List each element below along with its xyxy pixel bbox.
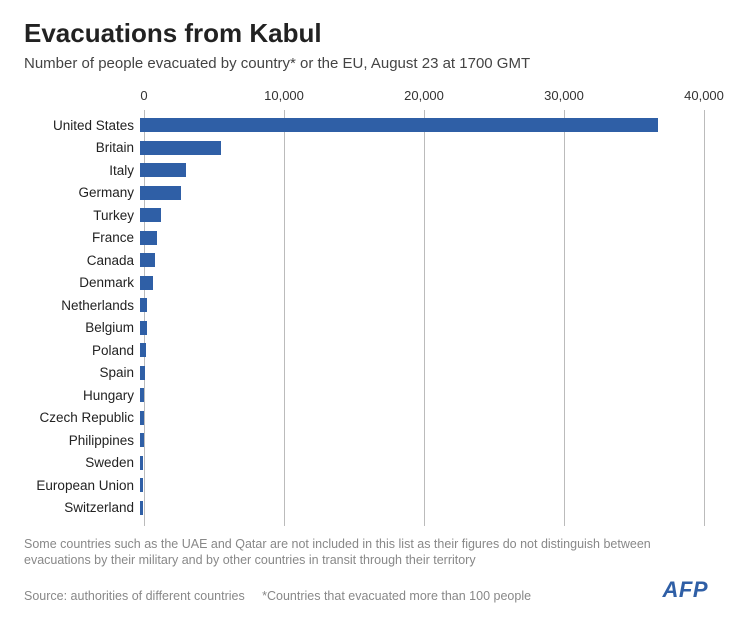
country-label: Switzerland [24,500,140,515]
country-label: Czech Republic [24,410,140,425]
x-tick-label: 20,000 [404,88,444,103]
bar-cell [140,452,700,475]
bar [140,411,144,425]
bar-cell [140,339,700,362]
bar-row: Britain [24,137,712,160]
bar-cell [140,114,700,137]
bar-row: European Union [24,474,712,497]
x-tick-label: 30,000 [544,88,584,103]
bar-cell [140,474,700,497]
x-tick-label: 10,000 [264,88,304,103]
chart-area: 010,00020,00030,00040,000 United StatesB… [24,86,712,526]
bar-cell [140,294,700,317]
bar-row: Hungary [24,384,712,407]
bar [140,163,186,177]
country-label: Belgium [24,320,140,335]
country-label: Italy [24,163,140,178]
bar [140,456,143,470]
bar-row: Poland [24,339,712,362]
footnote-text: Some countries such as the UAE and Qatar… [24,536,712,569]
bar-row: Denmark [24,272,712,295]
country-label: United States [24,118,140,133]
bar-cell [140,407,700,430]
bar-row: Turkey [24,204,712,227]
bar [140,478,143,492]
bar-row: Switzerland [24,497,712,520]
bar-cell [140,429,700,452]
bar-cell [140,227,700,250]
chart-title: Evacuations from Kabul [24,18,712,49]
country-label: Britain [24,140,140,155]
x-tick-label: 0 [140,88,147,103]
bar [140,366,145,380]
country-label: Germany [24,185,140,200]
bar [140,276,153,290]
bar-cell [140,272,700,295]
bar-cell [140,204,700,227]
bar-row: Sweden [24,452,712,475]
bar [140,298,147,312]
country-label: Turkey [24,208,140,223]
chart-subtitle: Number of people evacuated by country* o… [24,55,712,72]
bar-row: Belgium [24,317,712,340]
country-label: Spain [24,365,140,380]
bar [140,118,658,132]
bar-row: Canada [24,249,712,272]
bar-cell [140,497,700,520]
country-label: European Union [24,478,140,493]
country-label: Denmark [24,275,140,290]
bar [140,141,221,155]
source-label: Source: authorities of different countri… [24,589,245,603]
bar [140,388,144,402]
bar-row: Spain [24,362,712,385]
bar-cell [140,137,700,160]
bar-cell [140,249,700,272]
bar-row: Philippines [24,429,712,452]
bar-rows: United States Britain Italy Germany Turkey Fr… [24,114,712,519]
source-row: Source: authorities of different countri… [24,577,712,603]
afp-logo: AFP [663,577,713,603]
bar [140,433,144,447]
bar [140,253,155,267]
country-label: Canada [24,253,140,268]
country-label: Hungary [24,388,140,403]
bar-row: United States [24,114,712,137]
bar-row: Czech Republic [24,407,712,430]
country-label: Philippines [24,433,140,448]
caveat-text: *Countries that evacuated more than 100 … [262,589,531,603]
bar-cell [140,182,700,205]
country-label: Poland [24,343,140,358]
bar-cell [140,384,700,407]
bar-cell [140,362,700,385]
country-label: Netherlands [24,298,140,313]
bar-row: Netherlands [24,294,712,317]
bar-row: France [24,227,712,250]
bar [140,208,161,222]
source-text: Source: authorities of different countri… [24,589,531,603]
country-label: Sweden [24,455,140,470]
bar-row: Germany [24,182,712,205]
country-label: France [24,230,140,245]
bar-cell [140,159,700,182]
bar [140,343,146,357]
bar [140,186,181,200]
bar-row: Italy [24,159,712,182]
bar-cell [140,317,700,340]
x-tick-label: 40,000 [684,88,724,103]
bar [140,231,157,245]
bar [140,501,143,515]
bar [140,321,147,335]
